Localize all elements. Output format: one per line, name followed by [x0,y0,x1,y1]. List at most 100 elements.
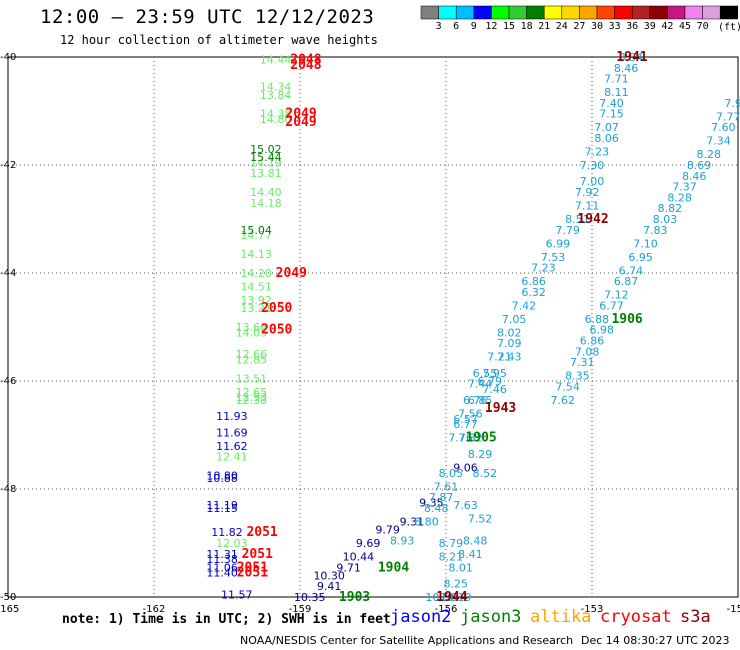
x-tick-label: -159 [289,604,312,615]
wave-height-value: 14.05 [236,326,268,339]
page-subtitle: 12 hour collection of altimeter wave hei… [60,33,378,47]
wave-height-value: 15.44 [250,151,282,164]
wave-height-value: 8.46 [682,170,707,183]
wave-height-value: 7.83 [643,224,668,237]
wave-height-value: 6.74 [619,264,644,277]
colorbar-swatch [438,5,457,20]
wave-height-value: 7.9 [724,97,740,110]
wave-height-value: 6.77 [599,299,624,312]
wave-height-value: 7.54 [555,380,580,393]
wave-height-value: 6.95 [628,251,653,264]
wave-height-value: 7.92 [575,186,600,199]
wave-height-value: 7.21 [487,351,512,364]
wave-height-value: 13.66 [236,321,268,334]
wave-height-value: 8.21 [439,551,464,564]
colorbar-label: 30 [590,21,604,32]
y-tick-label: -44 [0,268,16,279]
wave-height-value: 10.35 [294,591,326,604]
time-label: 1941 [616,50,647,65]
wave-height-value: 7.95 [482,367,507,380]
wave-height-value: 8.02 [497,326,522,339]
wave-height-value: 11.40 [206,567,238,580]
credit-line: NOAA/NESDIS Center for Satellite Applica… [240,634,574,647]
colorbar-swatch [508,5,527,20]
wave-height-value: 7.23 [531,262,556,275]
wave-height-value: 9.06 [453,461,478,474]
wave-height-value: 9.31 [400,515,425,528]
colorbar-unit: (ft) [718,22,740,33]
colorbar-swatch [561,5,580,20]
wave-height-value: 8.28 [667,191,692,204]
wave-height-value: 7.60 [711,121,736,134]
wave-height-value: 8.11 [604,86,629,99]
time-label: 2048 [290,53,321,68]
wave-height-value: 8.48 [463,534,488,547]
colorbar-swatch [667,5,686,20]
wave-height-value: 6.86 [521,275,546,288]
wave-height-value: 6.99 [546,237,571,250]
time-label: 2048 [290,58,321,73]
colorbar-swatch [491,5,510,20]
wave-height-value: 7.15 [599,108,624,121]
wave-height-value: 14.18 [250,197,282,210]
wave-height-value: 7.53 [541,251,566,264]
x-tick-label: -153 [581,604,604,615]
wave-height-value: 7.61 [434,480,459,493]
wave-height-value: 14.44 [260,54,292,67]
wave-height-value: 7.76 [448,432,473,445]
wave-height-value: 8.03 [653,213,678,226]
wave-height-value: 7.46 [482,383,507,396]
wave-height-value: 6.88 [585,313,610,326]
wave-height-value: 6.32 [521,286,546,299]
wave-height-value: 14.51 [240,281,272,294]
colorbar-swatch [579,5,598,20]
wave-height-value: 10.30 [313,569,345,582]
wave-height-value: 13.92 [240,294,272,307]
wave-height-value: 14.80 [260,113,292,126]
wave-height-value: 7.08 [575,345,600,358]
wave-height-value: 8.34 [619,51,644,64]
colorbar-swatch [473,5,492,20]
colorbar-label: 39 [643,21,656,32]
colorbar-label: 18 [520,21,533,32]
time-label: 1942 [577,212,608,227]
legend-jason2: jason2 [390,607,451,627]
wave-height-value: 8.52 [473,467,498,480]
wave-height-value: 14.77 [240,229,272,242]
colorbar-swatch [702,5,721,20]
wave-height-value: 7.44 [468,378,493,391]
wave-height-value: 13.81 [250,167,282,180]
wave-height-value: 7.37 [672,181,697,194]
x-tick-label: -150 [727,604,740,615]
time-label: 1943 [485,401,516,416]
wave-height-value: 7.23 [585,146,610,159]
wave-height-value: 7.12 [604,289,629,302]
time-label: 1903 [339,590,370,605]
wave-height-value: 13.84 [260,89,292,102]
legend-s3a-label: s3a [680,607,711,627]
wave-height-value: 6.85 [468,394,493,407]
time-label: 2049 [285,107,316,122]
wave-height-value: 8.69 [687,159,712,172]
time-label: 2049 [285,115,316,130]
wave-height-value: 6.87 [614,275,639,288]
wave-height-value: 11.82 [211,526,243,539]
wave-height-value: 8.41 [458,548,483,561]
time-label: 2049 [276,266,307,281]
time-label: 2051 [242,547,273,562]
wave-height-value: 12.38 [236,394,268,407]
wave-height-value: 7.87 [429,491,454,504]
wave-height-value: 14.38 [260,108,292,121]
wave-height-value: 8.28 [697,148,722,161]
x-tick-label: -165 [0,604,19,615]
wave-height-value: 14.19 [250,156,282,169]
wave-height-value: 10.44 [343,551,375,564]
wave-height-value: 15.02 [250,143,282,156]
wave-height-value: 8.46 [614,62,639,75]
time-label: 2051 [237,560,268,575]
wave-height-value: 8.25 [443,578,468,591]
y-tick-label: -48 [0,484,16,495]
wave-height-value: 7.09 [497,337,522,350]
wave-height-value: 10.19 [440,591,472,604]
